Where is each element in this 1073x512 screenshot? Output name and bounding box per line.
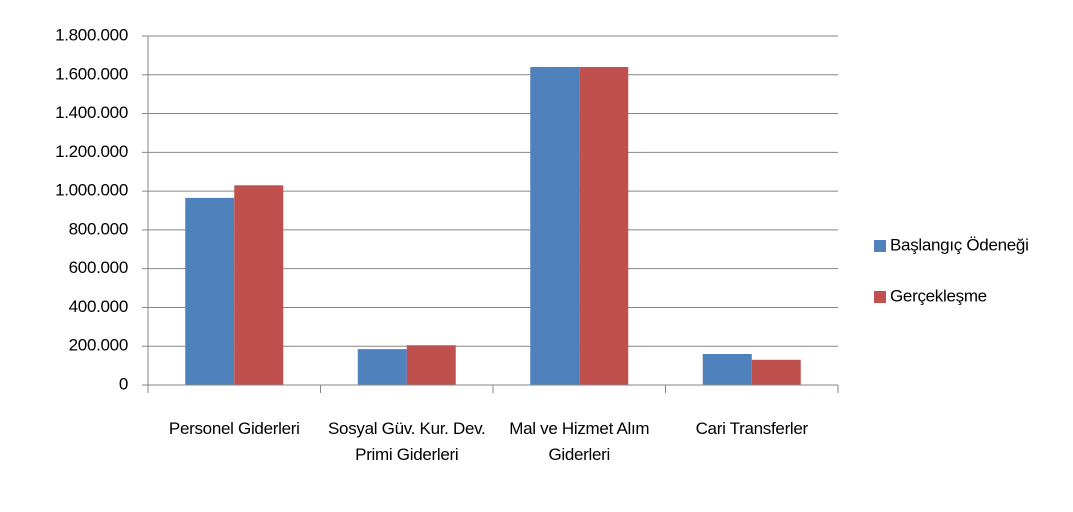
y-tick-label: 1.600.000 [55, 64, 128, 83]
x-tick-label: Personel Giderleri [168, 419, 300, 438]
bar [530, 67, 580, 386]
bar [234, 185, 284, 385]
legend-swatch [874, 291, 886, 303]
bar [751, 359, 801, 385]
x-tick-label: Sosyal Güv. Kur. Dev. Primi Giderleri [328, 419, 486, 464]
bar [406, 345, 456, 385]
y-tick-label: 800.000 [69, 219, 128, 238]
legend-label: Gerçekleşme [890, 286, 987, 305]
bar [702, 353, 752, 385]
x-tick-label: Mal ve Hizmet Alım Giderleri [509, 419, 650, 464]
bar [357, 349, 407, 385]
y-tick-label: 1.200.000 [55, 142, 128, 161]
y-tick-label: 1.800.000 [55, 25, 128, 44]
bar [579, 67, 629, 386]
x-tick-label: Cari Transferler [695, 419, 809, 438]
y-tick-label: 400.000 [69, 297, 128, 316]
legend-swatch [874, 240, 886, 252]
bar [185, 197, 235, 385]
y-tick-label: 1.000.000 [55, 181, 128, 200]
y-tick-label: 200.000 [69, 336, 128, 355]
y-tick-label: 600.000 [69, 258, 128, 277]
y-tick-label: 1.400.000 [55, 103, 128, 122]
y-tick-label: 0 [119, 374, 128, 393]
legend-label: Başlangıç Ödeneği [890, 235, 1029, 254]
